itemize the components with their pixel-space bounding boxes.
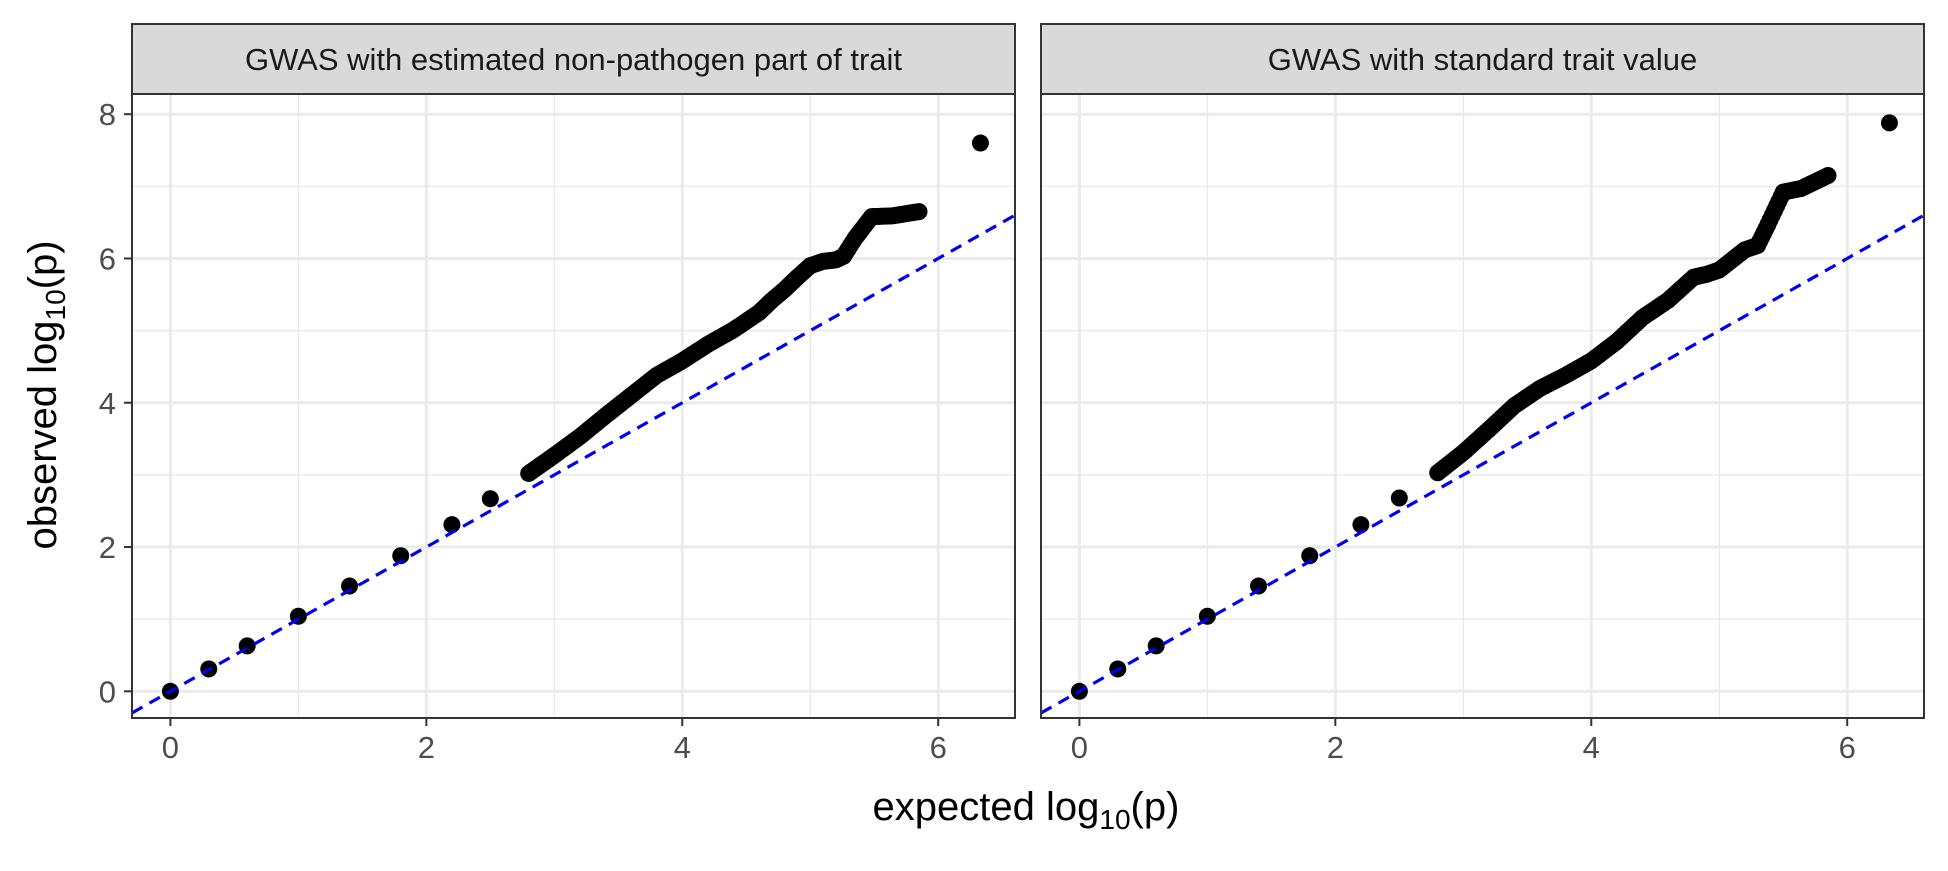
panel-2-point	[1301, 547, 1319, 565]
panel-1-point	[392, 547, 410, 565]
panel-2: GWAS with standard trait value 0 2 4 6	[1040, 23, 1925, 765]
panel-1-points	[161, 134, 989, 700]
panel-2-point	[1390, 489, 1408, 507]
panel-1-point	[341, 577, 359, 595]
y-axis-title-prefix: observed log	[21, 321, 65, 550]
panel-2-strip	[1040, 23, 1925, 95]
facet-panels: GWAS with estimated non-pathogen part of…	[99, 23, 1925, 765]
panel-2-x-tick-label: 4	[1583, 730, 1600, 765]
panel-1-point	[908, 203, 926, 221]
panel-1-x-tick-label: 2	[418, 730, 435, 765]
panel-1-strip-title: GWAS with estimated non-pathogen part of…	[245, 42, 902, 77]
y-tick-label: 0	[99, 674, 116, 709]
panel-2-point	[1817, 168, 1835, 186]
panel-2-gridlines	[1041, 94, 1924, 718]
y-tick-label: 4	[99, 386, 116, 421]
x-axis-title-subscript: 10	[1099, 804, 1130, 835]
x-axis-title-prefix: expected log	[873, 785, 1100, 829]
panel-1-background	[132, 94, 1015, 718]
panel-1-strip	[131, 23, 1016, 95]
panel-1-point	[481, 490, 499, 508]
panel-1-point	[971, 134, 989, 152]
panel-1-reference-line	[132, 213, 1015, 715]
panel-2-x-tick-label: 0	[1071, 730, 1088, 765]
x-axis-title-suffix: (p)	[1131, 785, 1180, 829]
y-tick-label: 6	[99, 241, 116, 276]
panel-1-gridlines	[132, 94, 1015, 718]
panel-2-x-tick-label: 2	[1327, 730, 1344, 765]
panel-2-point	[1880, 114, 1898, 132]
panel-1-x-tick-label: 4	[674, 730, 691, 765]
panel-2-points	[1070, 114, 1898, 700]
y-axis-title: observed log10(p)	[21, 240, 71, 549]
panel-1-x-tick-label: 6	[930, 730, 947, 765]
panel-2-x-tick-label: 6	[1839, 730, 1856, 765]
panel-1-x-tick-label: 0	[162, 730, 179, 765]
panel-2-reference-line	[1041, 213, 1924, 715]
panel-1: GWAS with estimated non-pathogen part of…	[99, 23, 1016, 765]
panel-2-strip-title: GWAS with standard trait value	[1268, 42, 1698, 77]
panel-2-point	[1352, 516, 1370, 534]
panel-2-point	[1250, 577, 1268, 595]
y-tick-label: 8	[99, 97, 116, 132]
y-tick-label: 2	[99, 530, 116, 565]
y-axis-title-subscript: 10	[40, 289, 71, 320]
x-axis-title: expected log10(p)	[873, 785, 1180, 835]
y-axis-title-suffix: (p)	[21, 240, 65, 289]
panel-1-point	[443, 516, 461, 534]
